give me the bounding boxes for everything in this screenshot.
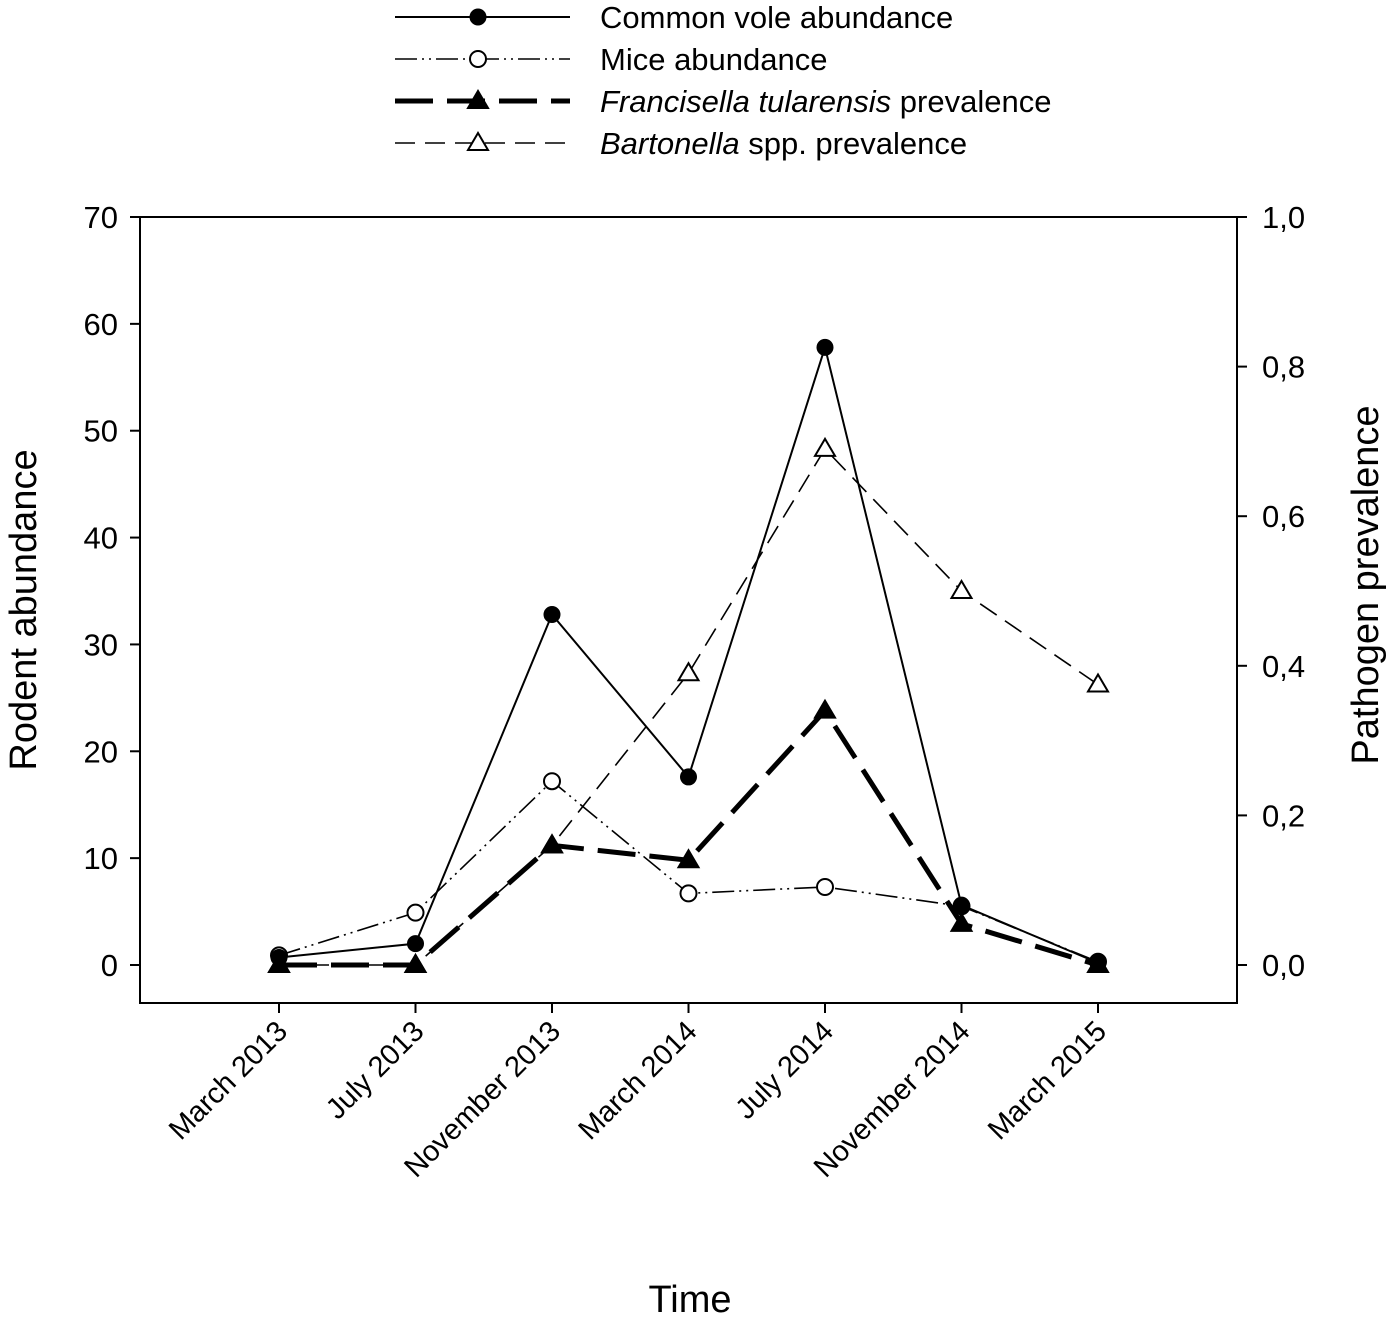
legend-label: Bartonella spp. prevalence	[600, 126, 967, 161]
data-point-1	[543, 772, 561, 791]
x-tick-label: March 2014	[573, 1015, 704, 1146]
y2-axis-label: Pathogen prevalence	[1345, 405, 1387, 764]
legend-label: Common vole abundance	[600, 0, 953, 35]
data-point-2	[676, 848, 701, 869]
x-tick-label: July 2013	[320, 1015, 430, 1125]
data-point-3	[813, 436, 837, 457]
y2-tick-label: 1,0	[1262, 200, 1305, 235]
x-tick-label: March 2013	[163, 1015, 294, 1146]
data-point-0	[1089, 954, 1107, 972]
x-tick-label: July 2014	[730, 1015, 840, 1125]
y-axis-label: Rodent abundance	[3, 449, 45, 770]
y-tick-label: 0	[101, 948, 118, 983]
y2-tick-label: 0,0	[1262, 948, 1305, 983]
y-tick-label: 70	[84, 200, 118, 235]
legend-marker	[466, 131, 490, 151]
data-point-2	[949, 911, 974, 932]
y-tick-label: 30	[84, 627, 118, 662]
data-point-0	[680, 768, 697, 786]
data-point-3	[1086, 672, 1110, 693]
y-tick-label: 10	[84, 841, 118, 876]
series-line-1	[278, 780, 1099, 963]
y-tick-label: 20	[84, 734, 118, 769]
legend-marker	[469, 50, 487, 68]
data-point-3	[949, 579, 974, 599]
x-tick-label: March 2015	[982, 1015, 1113, 1146]
legend-marker	[466, 89, 490, 109]
y2-tick-label: 0,2	[1262, 798, 1305, 833]
data-point-2	[813, 698, 837, 719]
data-point-0	[407, 935, 424, 953]
series-line-0	[278, 343, 1099, 964]
series-line-2	[279, 706, 1099, 968]
data-point-1	[679, 884, 698, 903]
x-axis-label: Time	[648, 1279, 731, 1320]
data-point-3	[676, 661, 701, 682]
y2-tick-label: 0,4	[1262, 649, 1305, 684]
y-tick-label: 60	[84, 307, 118, 342]
data-point-0	[543, 606, 561, 624]
legend-label: Francisella tularensis prevalence	[600, 84, 1051, 119]
y-tick-label: 50	[84, 414, 118, 449]
data-point-0	[270, 949, 288, 967]
data-point-0	[953, 896, 970, 914]
y2-tick-label: 0,8	[1262, 350, 1305, 385]
data-point-2	[540, 833, 564, 854]
legend-marker	[469, 8, 487, 26]
legend-label: Mice abundance	[600, 42, 828, 77]
y-tick-label: 40	[84, 521, 118, 556]
data-point-1	[406, 903, 425, 922]
data-point-2	[403, 953, 428, 973]
y2-tick-label: 0,6	[1262, 499, 1305, 534]
data-point-0	[816, 338, 834, 356]
data-point-1	[816, 877, 834, 896]
